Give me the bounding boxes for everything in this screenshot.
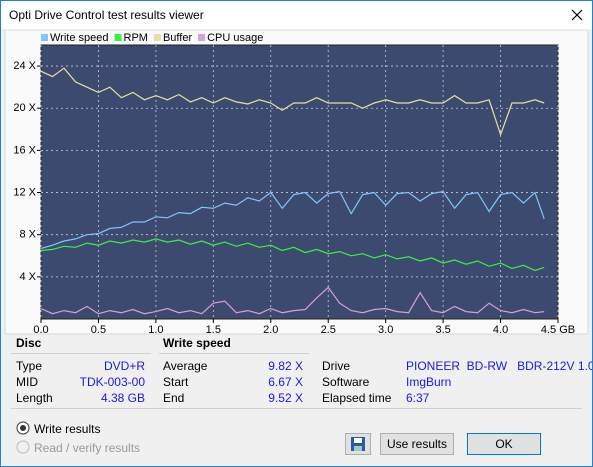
series-line <box>40 67 545 137</box>
info-label: Length <box>16 391 53 405</box>
legend-label: Buffer <box>163 32 192 44</box>
legend-label: CPU usage <box>207 32 263 44</box>
info-value: 6:37 <box>406 391 430 405</box>
legend-swatch <box>114 34 122 41</box>
save-button[interactable] <box>345 433 371 455</box>
x-tick-label: 4.5 GB <box>541 324 575 335</box>
plot-area <box>40 44 559 320</box>
y-tick-label: 4 X <box>19 271 36 283</box>
y-tick-label: 20 X <box>13 102 36 114</box>
info-value: 9.82 X <box>268 359 303 373</box>
x-tick-label: 3.5 <box>435 324 450 335</box>
info-label: End <box>163 391 185 405</box>
legend-swatch <box>41 34 48 41</box>
legend-label: RPM <box>124 32 148 44</box>
radio-label[interactable]: Write results <box>34 422 101 436</box>
info-label: Type <box>16 359 43 373</box>
info-value: 4.38 GB <box>100 391 145 405</box>
series-line <box>40 238 545 272</box>
info-value: ImgBurn <box>406 375 452 389</box>
y-tick-label: 12 X <box>13 186 36 198</box>
x-tick-label: 0.0 <box>33 324 48 335</box>
info-label: Software <box>322 375 370 389</box>
use-results-button[interactable]: Use results <box>380 433 454 455</box>
info-label: Elapsed time <box>322 391 392 405</box>
title-bar: Opti Drive Control test results viewer <box>1 1 592 29</box>
window-title: Opti Drive Control test results viewer <box>9 8 204 22</box>
section-heading: Disc <box>16 336 42 350</box>
y-tick-label: 24 X <box>13 60 36 72</box>
info-value: 9.52 X <box>268 391 303 405</box>
legend-label: Write speed <box>50 32 109 44</box>
x-tick-label: 2.0 <box>263 324 278 335</box>
info-value: PIONEER BD-RW BDR-212V 1.00 <box>406 359 593 373</box>
info-label: Drive <box>322 359 351 373</box>
radio-label: Read / verify results <box>34 441 141 455</box>
info-label: MID <box>16 375 38 389</box>
x-tick-label: 1.0 <box>148 324 163 335</box>
x-tick-label: 4.0 <box>493 324 508 335</box>
chart: 4 X 8 X 12 X 16 X 20 X 24 X 0.0 0.5 1.0 1.5 2.0 2.5… <box>4 30 589 335</box>
y-tick-label: 16 X <box>13 144 36 156</box>
y-tick-label: 8 X <box>19 229 36 241</box>
radio-unchecked <box>16 440 30 454</box>
info-value: 6.67 X <box>268 375 303 389</box>
x-tick-label: 3.0 <box>378 324 393 335</box>
info-value: TDK-003-00 <box>79 375 145 389</box>
info-label: Start <box>163 375 189 389</box>
section-heading: Write speed <box>163 336 231 350</box>
info-value: DVD+R <box>103 359 145 373</box>
x-tick-label: 0.5 <box>91 324 106 335</box>
radio-checked[interactable] <box>16 421 30 435</box>
series-line <box>40 190 545 249</box>
x-tick-label: 2.5 <box>321 324 336 335</box>
info-label: Average <box>163 359 208 373</box>
legend-swatch <box>198 34 206 41</box>
ok-button[interactable]: OK <box>467 433 541 455</box>
series-line <box>40 286 545 315</box>
legend-swatch <box>153 34 161 41</box>
x-tick-label: 1.5 <box>206 324 221 335</box>
close-button[interactable] <box>570 8 584 22</box>
